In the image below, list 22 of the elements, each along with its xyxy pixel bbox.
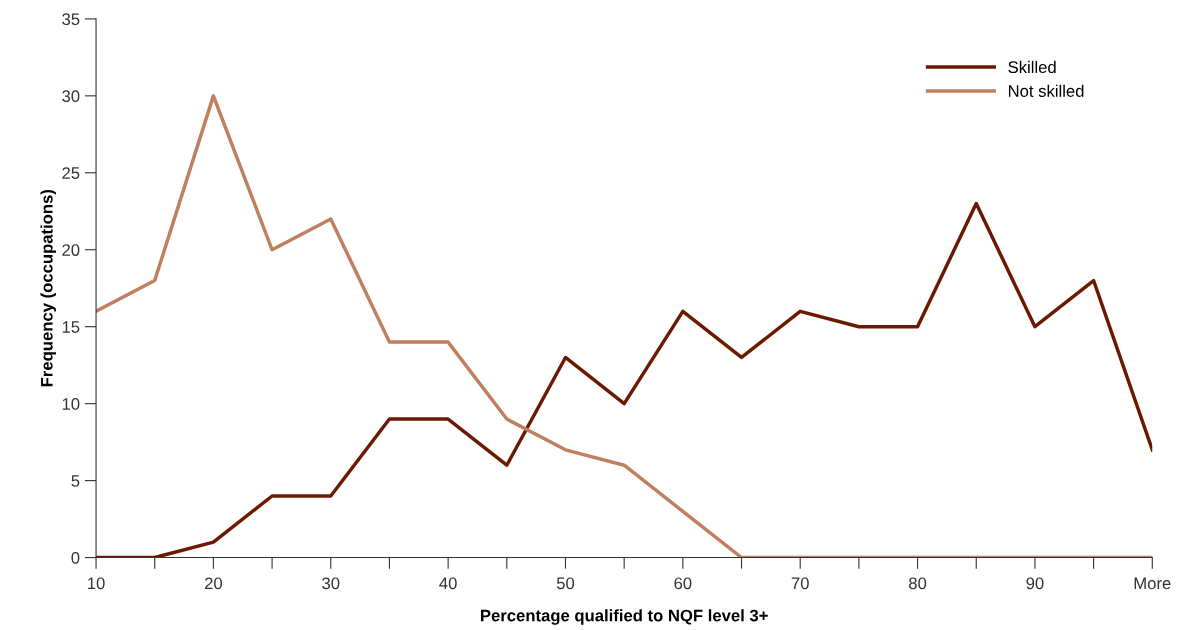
x-tick-label: 50 [556, 577, 575, 590]
y-tick-label: 0 [71, 551, 80, 564]
y-tick-label: 25 [62, 167, 80, 179]
x-tick-label: 30 [322, 577, 340, 590]
y-tick-label: 15 [62, 321, 80, 333]
y-tick-label: 20 [62, 244, 80, 256]
legend-label: Not skilled [1008, 84, 1084, 97]
y-tick-label: 5 [71, 475, 80, 487]
y-tick-label: 10 [62, 398, 80, 410]
x-tick-label: More [1134, 577, 1171, 590]
x-axis-title: Percentage qualified to NQF level 3+ [481, 609, 768, 625]
x-tick-label: 10 [88, 577, 105, 590]
x-tick-label: 20 [204, 577, 223, 590]
x-tick-label: 80 [909, 577, 927, 590]
x-tick-label: 40 [439, 577, 457, 590]
y-tick-label: 30 [62, 90, 80, 103]
x-tick-label: 60 [674, 577, 692, 590]
y-tick-label: 35 [62, 13, 80, 26]
y-axis-title: Frequency (occupations) [40, 189, 56, 387]
x-tick-label: 70 [791, 577, 809, 590]
legend-label: Skilled [1008, 60, 1056, 74]
x-tick-label: 90 [1026, 577, 1044, 590]
